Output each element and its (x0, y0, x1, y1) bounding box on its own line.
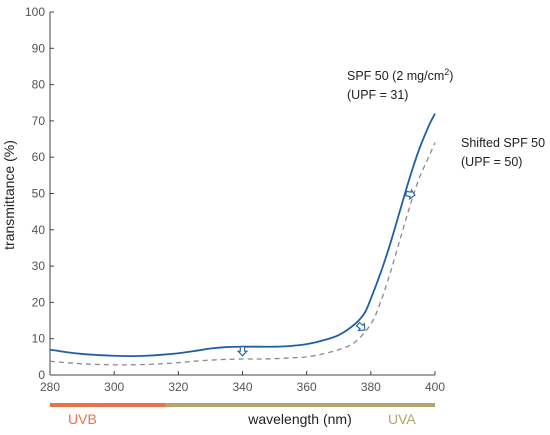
series-layer (49, 113, 436, 366)
shift-arrow-shape (236, 346, 249, 357)
annotation-spf50: SPF 50 (2 mg/cm2) (347, 67, 453, 83)
shift-arrow (405, 188, 416, 200)
y-tick-label: 0 (38, 368, 45, 382)
y-tick-label: 100 (25, 5, 45, 19)
y-ticks: 0 10 20 30 40 50 60 70 80 90 100 (25, 5, 54, 382)
x-tick-label: 320 (168, 380, 188, 394)
x-tick-label: 280 (40, 380, 60, 394)
x-axis-label: wavelength (nm) (247, 411, 352, 427)
y-tick-label: 70 (32, 114, 46, 128)
shift-arrows (236, 188, 416, 357)
annotation-spf50-upf: (UPF = 31) (347, 88, 408, 102)
series-spf50-line (49, 113, 436, 358)
annotation-shifted: Shifted SPF 50 (461, 136, 545, 150)
annotation-spf50-text: SPF 50 (2 mg/cm (347, 69, 444, 83)
x-tick-label: 340 (232, 380, 252, 394)
y-tick-label: 40 (32, 223, 46, 237)
x-tick-label: 400 (425, 380, 445, 394)
shift-arrow-shape (355, 321, 366, 332)
x-tick-label: 300 (104, 380, 124, 394)
y-tick-label: 10 (32, 332, 46, 346)
uvb-label: UVB (68, 411, 97, 427)
series-shifted-spf50-line (49, 142, 436, 366)
annotation-spf50-close: ) (449, 69, 453, 83)
y-tick-label: 80 (32, 78, 46, 92)
uv-bands (50, 403, 435, 407)
shift-arrow-shape (405, 188, 416, 200)
shift-arrow (355, 321, 366, 332)
band-uvb (50, 403, 166, 407)
y-tick-label: 50 (32, 187, 46, 201)
x-tick-label: 360 (297, 380, 317, 394)
uva-label: UVA (388, 411, 416, 427)
x-tick-label: 380 (361, 380, 381, 394)
y-tick-label: 60 (32, 150, 46, 164)
shift-arrow (236, 346, 249, 357)
band-uva (165, 403, 435, 407)
y-tick-label: 90 (32, 41, 46, 55)
annotation-spf50-superscript: 2 (444, 67, 449, 77)
x-ticks: 280 300 320 340 360 380 400 (40, 371, 445, 394)
y-tick-label: 30 (32, 259, 46, 273)
y-tick-label: 20 (32, 295, 46, 309)
annotation-shifted-upf: (UPF = 50) (461, 155, 522, 169)
axes (49, 12, 435, 376)
y-axis-label: transmittance (%) (1, 140, 17, 250)
